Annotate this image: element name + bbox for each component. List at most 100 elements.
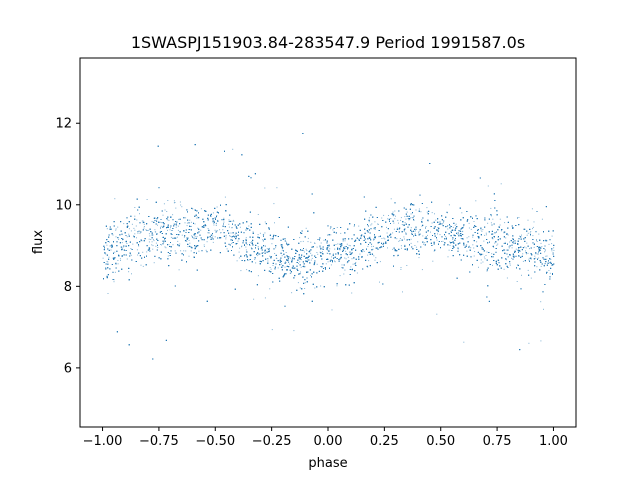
data-point [534,255,536,257]
data-point [152,248,154,250]
data-point [387,218,389,220]
data-point [553,255,555,257]
data-point [403,230,405,232]
data-point [185,217,187,219]
data-point [461,212,463,214]
data-point [200,208,202,210]
data-point [174,223,176,225]
data-point [160,244,161,245]
data-point [381,217,383,219]
data-point [350,266,352,268]
data-point [257,254,259,256]
data-point [165,247,167,249]
data-point [245,243,247,245]
data-point [186,240,188,242]
data-point [143,223,145,225]
data-point [249,244,251,246]
data-point [353,225,355,227]
data-point [509,263,511,265]
data-point [344,269,346,271]
data-point [407,217,409,219]
data-point [427,234,428,236]
data-point [130,248,132,249]
data-point [425,226,427,227]
data-point [374,259,376,261]
data-point [166,211,168,212]
data-point [314,287,316,289]
data-point [190,250,192,252]
data-point [525,250,526,252]
data-point [307,237,309,239]
data-point [126,258,128,260]
data-point [470,247,472,249]
data-point [538,233,540,235]
data-point [508,247,510,249]
data-point [337,243,339,245]
data-point [528,259,530,261]
data-point [257,246,259,248]
data-point [179,243,181,245]
data-point [340,232,342,234]
data-point [271,238,273,240]
data-point [466,250,468,252]
data-point [392,211,394,213]
data-point [280,244,282,246]
data-point [395,215,396,217]
data-point [245,246,247,248]
data-point [246,269,248,271]
data-point [250,247,252,249]
data-point [522,253,524,255]
data-point [503,232,505,234]
data-point [507,256,509,258]
data-point [388,215,389,216]
data-point [544,249,546,250]
data-point [536,266,538,268]
data-point [245,249,247,251]
data-point [142,265,144,267]
data-point [548,270,550,271]
data-point [251,241,253,243]
data-point [415,246,417,248]
data-point [291,292,293,294]
data-point [200,229,202,231]
data-point [524,246,526,248]
data-point [186,225,188,227]
data-point [447,256,449,258]
data-point [425,236,427,238]
data-point [527,269,529,271]
data-point [285,261,286,263]
data-point [398,240,400,242]
data-point [452,238,454,240]
data-point [316,246,318,248]
data-point [344,257,346,259]
data-point [347,256,349,258]
data-point [173,223,175,225]
data-point [110,245,112,247]
data-point [164,209,166,211]
data-point [374,228,376,230]
data-point [400,219,402,221]
data-point [319,247,321,249]
data-point [310,274,311,276]
data-point [418,257,420,259]
data-point [270,238,272,240]
data-point [345,250,347,252]
data-point [132,243,134,245]
data-point [151,244,153,246]
chart-title: 1SWASPJ151903.84-283547.9 Period 1991587… [131,33,525,52]
data-point [529,232,531,234]
data-point [331,309,333,311]
data-point [148,238,150,240]
data-point [328,250,330,251]
data-point [321,247,323,249]
data-point [257,214,259,215]
data-point [112,234,114,236]
data-point [485,232,487,234]
data-point [530,231,532,233]
data-point [504,222,506,224]
data-point [402,291,403,293]
data-point [532,226,534,228]
data-point [300,271,301,273]
data-point [264,187,266,189]
data-point [418,208,420,210]
